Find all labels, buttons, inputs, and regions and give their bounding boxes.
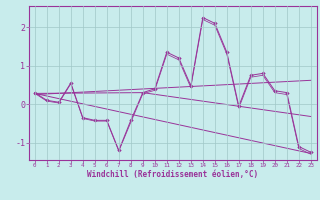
X-axis label: Windchill (Refroidissement éolien,°C): Windchill (Refroidissement éolien,°C) bbox=[87, 170, 258, 179]
